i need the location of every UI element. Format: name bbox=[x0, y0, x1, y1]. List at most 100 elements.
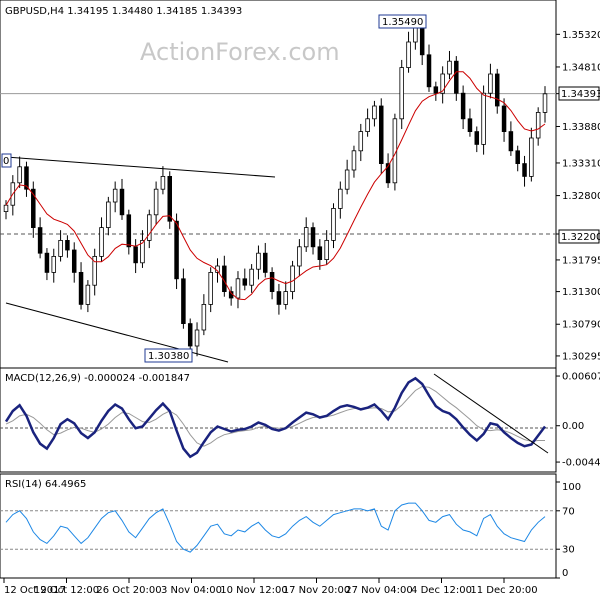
candle bbox=[303, 217, 309, 252]
candle bbox=[358, 123, 364, 162]
candle-body bbox=[460, 92, 466, 120]
candle-body bbox=[535, 112, 541, 139]
candle-body bbox=[167, 175, 172, 222]
candle bbox=[290, 260, 295, 300]
candle bbox=[460, 85, 466, 130]
candle-body bbox=[147, 214, 152, 241]
candle-body bbox=[399, 67, 404, 120]
candle-body bbox=[447, 60, 452, 75]
candle-body bbox=[515, 150, 520, 165]
candle-body bbox=[522, 163, 527, 177]
candle bbox=[440, 66, 445, 104]
candle bbox=[242, 268, 248, 291]
candle bbox=[263, 242, 268, 278]
candle bbox=[310, 222, 316, 255]
candle bbox=[365, 108, 370, 137]
candle bbox=[379, 98, 384, 174]
rsi-y-tick-label: 30 bbox=[562, 545, 575, 556]
candle-body bbox=[71, 249, 77, 273]
price-y-tick-label: 1.33880 bbox=[562, 122, 600, 133]
candle-body bbox=[17, 166, 22, 184]
macd-y-tick-label: 0.006073 bbox=[562, 372, 600, 383]
candle-body bbox=[324, 239, 329, 260]
candle bbox=[433, 81, 439, 101]
candle bbox=[78, 262, 84, 310]
candle bbox=[515, 145, 520, 172]
candle-body bbox=[51, 255, 57, 273]
candle-body bbox=[140, 239, 145, 264]
candle bbox=[181, 268, 186, 329]
price-panel-title: GBPUSD,H4 1.34195 1.34480 1.34185 1.3439… bbox=[5, 6, 242, 17]
candle bbox=[201, 294, 207, 336]
candle bbox=[71, 242, 77, 283]
candle-body bbox=[242, 278, 248, 286]
price-y-tick-label: 1.32800 bbox=[562, 191, 600, 202]
candle-body bbox=[276, 291, 282, 305]
price-panel: ActionForex.com GBPUSD,H4 1.34195 1.3448… bbox=[0, 0, 600, 369]
candle bbox=[447, 50, 452, 80]
high-annotation: 1.35490 bbox=[378, 14, 427, 29]
candle-body bbox=[331, 207, 336, 241]
candle bbox=[92, 248, 97, 296]
macd-panel-frame bbox=[0, 367, 557, 473]
zero-annotation-box bbox=[1, 153, 12, 168]
candle-body bbox=[303, 227, 309, 248]
candle-body bbox=[454, 60, 459, 94]
zero-annotation-text: 0 bbox=[3, 156, 9, 167]
candle bbox=[406, 31, 411, 73]
candle-body bbox=[379, 105, 384, 164]
candle-body bbox=[181, 278, 186, 324]
high-annotation-box bbox=[378, 14, 427, 29]
rsi-y-tick-label: 0 bbox=[562, 568, 568, 579]
rsi-y-tick-label: 70 bbox=[562, 506, 575, 517]
candle-body bbox=[297, 246, 302, 267]
low-annotation: 1.30380 bbox=[144, 348, 193, 363]
candle-body bbox=[501, 105, 507, 133]
candle bbox=[24, 161, 29, 197]
low-annotation-text: 1.30380 bbox=[148, 351, 189, 362]
level-tag: 1.32200 bbox=[558, 229, 600, 244]
x-tick-label: 12 Oct 2017 bbox=[4, 585, 66, 596]
x-tick-label: 19 Oct 12:00 bbox=[34, 585, 99, 596]
macd-trendline bbox=[433, 373, 549, 454]
candle-body bbox=[126, 214, 132, 248]
candle-body bbox=[481, 92, 486, 145]
candle bbox=[174, 213, 179, 290]
candle bbox=[85, 280, 91, 313]
low-annotation-box bbox=[144, 348, 193, 363]
candle-body bbox=[317, 246, 323, 261]
price-y-tick-label: 1.34810 bbox=[562, 62, 600, 73]
candle bbox=[488, 63, 493, 99]
candle-body bbox=[24, 166, 29, 190]
upper-trendline bbox=[5, 156, 276, 178]
candle-body bbox=[78, 271, 84, 305]
macd-main-line bbox=[4, 376, 546, 459]
level-tag-text: 1.32200 bbox=[561, 232, 600, 243]
candle-body bbox=[338, 188, 343, 209]
candle bbox=[535, 107, 541, 146]
candle bbox=[522, 155, 527, 187]
candle bbox=[167, 171, 172, 229]
price-y-tick-label: 1.33310 bbox=[562, 158, 600, 169]
macd-panel: MACD(12,26,9) -0.000024 -0.001847 0.0060… bbox=[0, 367, 600, 473]
candle-body bbox=[187, 323, 193, 347]
candle-body bbox=[508, 131, 514, 152]
candle-body bbox=[31, 188, 36, 228]
candle-body bbox=[494, 73, 500, 107]
candle bbox=[501, 98, 507, 142]
rsi-y-tick-label: 100 bbox=[562, 482, 581, 493]
candle bbox=[276, 283, 282, 315]
rsi-panel-frame bbox=[0, 473, 557, 579]
macd-y-tick-label: -0.004441 bbox=[562, 458, 600, 469]
candle-body bbox=[58, 239, 63, 257]
candle-body bbox=[160, 175, 166, 190]
price-y-tick-label: 1.35320 bbox=[562, 30, 600, 41]
candle-body bbox=[529, 137, 534, 177]
candle bbox=[344, 159, 350, 195]
rsi-line bbox=[5, 502, 546, 553]
candle bbox=[297, 239, 302, 277]
candle bbox=[324, 230, 329, 265]
candle-body bbox=[351, 150, 357, 171]
candle-body bbox=[426, 54, 432, 88]
candle-body bbox=[99, 227, 104, 257]
